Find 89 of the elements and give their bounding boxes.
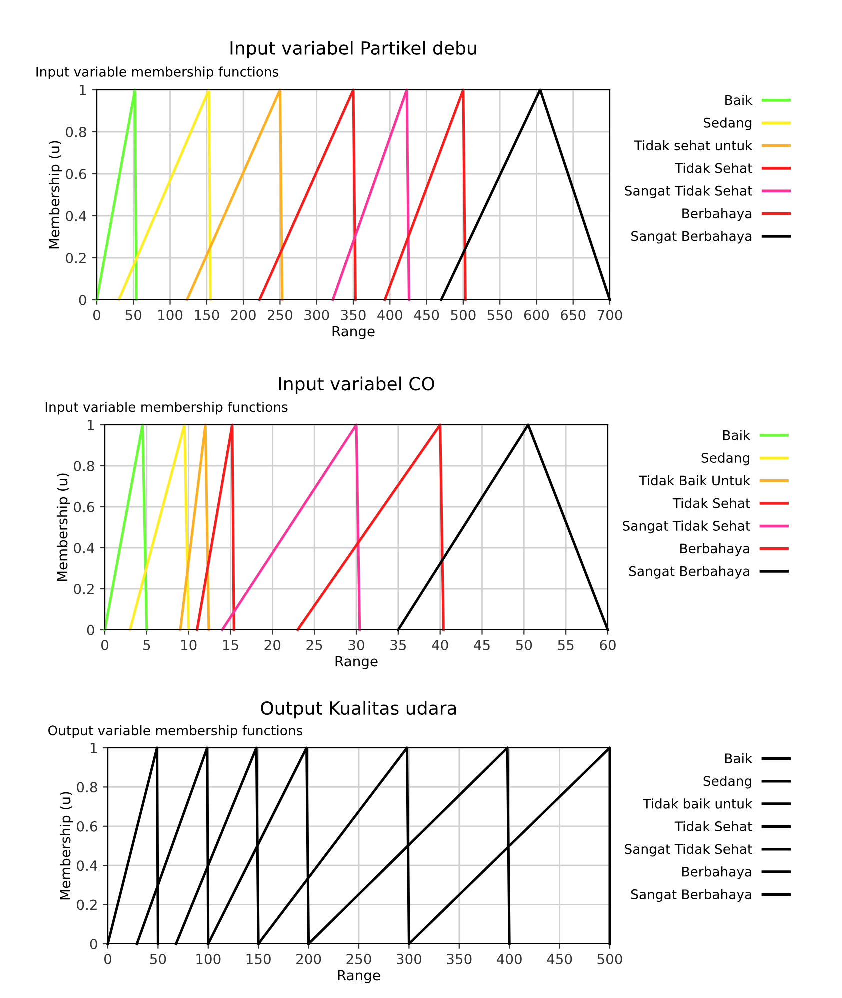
x-tick-label: 5 [144, 640, 150, 650]
chart-title: Input variabel CO [279, 376, 434, 394]
x-tick-label: 200 [231, 310, 256, 320]
y-tick-label: 0.4 [74, 542, 94, 554]
x-tick-label: 100 [196, 954, 221, 964]
y-tick-label: 1 [90, 743, 97, 754]
chart-title: Output Kualitas udara [261, 701, 456, 719]
x-axis-title: Range [338, 970, 380, 984]
y-tick-label: 0.8 [74, 460, 94, 472]
chart-title: Input variabel Partikel debu [230, 41, 476, 58]
y-tick-label: 0.4 [66, 210, 86, 222]
x-tick-label: 450 [414, 310, 440, 320]
x-tick-label: 150 [195, 310, 220, 320]
legend-label: Sangat Berbahaya [632, 231, 752, 244]
y-tick-label: 1 [80, 85, 86, 96]
legend-label: Sangat Tidak Sehat [625, 844, 752, 857]
legend-label: Baik [725, 753, 753, 764]
legend-label: Berbahaya [680, 543, 750, 556]
x-tick-label: 10 [182, 640, 197, 650]
x-tick-label: 0 [101, 640, 108, 650]
x-tick-label: 300 [397, 954, 422, 964]
legend-label: Baik [723, 430, 751, 440]
x-tick-label: 450 [547, 954, 572, 964]
legend-label: Sangat Tidak Sehat [623, 520, 750, 534]
y-tick-label: 0 [87, 624, 94, 636]
x-tick-label: 50 [126, 310, 142, 320]
y-tick-label: 0.2 [66, 252, 86, 264]
y-tick-label: 0.2 [74, 584, 94, 594]
legend-label: Sedang [704, 118, 752, 130]
x-tick-label: 150 [246, 954, 271, 964]
legend-label: Sedang [702, 452, 750, 466]
y-tick-label: 1 [88, 420, 94, 430]
legend-label: Tidak Sehat [672, 498, 750, 508]
chart-subtitle: Output variable membership functions [48, 725, 303, 738]
y-tick-label: 0.2 [77, 900, 97, 910]
legend-label: Sedang [704, 776, 752, 789]
x-tick-label: 25 [306, 640, 322, 650]
legend-label: Tidak sehat untuk [634, 140, 753, 151]
y-axis-title: Membership (u) [56, 474, 70, 582]
x-tick-label: 500 [451, 310, 476, 320]
legend-label: Sangat Berbahaya [629, 566, 750, 579]
y-tick-label: 0.4 [77, 860, 98, 872]
legend-label: Tidak baik untuk [643, 798, 753, 809]
y-tick-label: 0.6 [77, 821, 98, 832]
x-tick-label: 60 [600, 640, 616, 650]
x-tick-label: 250 [346, 954, 372, 964]
y-tick-label: 0 [90, 938, 98, 950]
x-tick-label: 500 [598, 954, 622, 964]
x-tick-label: 400 [378, 310, 402, 320]
x-tick-label: 20 [264, 640, 281, 650]
x-tick-label: 15 [223, 640, 238, 650]
x-tick-label: 40 [432, 640, 448, 650]
x-tick-label: 250 [268, 310, 293, 320]
x-tick-label: 400 [497, 954, 522, 964]
legend-label: Baik [726, 95, 753, 106]
y-tick-label: 0.8 [77, 782, 98, 793]
x-tick-label: 350 [447, 954, 472, 964]
legend-label: Berbahaya [682, 866, 752, 880]
legend-label: Sangat Tidak Sehat [625, 186, 752, 198]
x-tick-label: 200 [296, 954, 322, 964]
x-tick-label: 55 [558, 640, 574, 650]
legend-label: Sangat Berbahaya [631, 889, 752, 902]
y-axis-title: Membership (u) [60, 792, 74, 900]
x-tick-label: 300 [304, 310, 330, 320]
x-tick-label: 350 [341, 310, 366, 320]
x-tick-label: 30 [348, 640, 364, 650]
legend-label: Tidak Baik Untuk [639, 475, 751, 486]
y-tick-label: 0.8 [66, 126, 86, 138]
x-tick-label: 550 [488, 310, 512, 320]
x-tick-label: 35 [390, 640, 406, 650]
chart-subtitle: Input variable membership functions [46, 402, 288, 415]
legend-label: Tidak Sehat [674, 821, 752, 832]
legend-label: Berbahaya [682, 208, 752, 222]
y-tick-label: 0.6 [66, 168, 86, 180]
x-tick-label: 600 [524, 310, 550, 320]
y-axis-title: Membership (u) [48, 141, 62, 249]
x-tick-label: 45 [474, 640, 490, 650]
x-tick-label: 100 [158, 310, 183, 320]
x-axis-title: Range [336, 656, 378, 670]
y-tick-label: 0.6 [74, 502, 94, 512]
x-tick-label: 700 [598, 310, 622, 320]
x-tick-label: 650 [561, 310, 586, 320]
x-tick-label: 50 [150, 954, 166, 964]
x-tick-label: 50 [516, 640, 532, 650]
legend-label: Tidak Sehat [674, 163, 752, 174]
x-tick-label: 0 [104, 954, 112, 964]
x-axis-title: Range [332, 326, 375, 340]
chart-subtitle: Input variable membership functions [36, 66, 279, 80]
y-tick-label: 0 [79, 294, 86, 306]
